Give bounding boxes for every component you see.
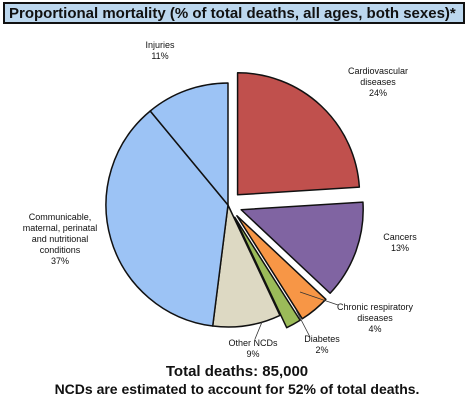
chart-title-bar: Proportional mortality (% of total death… [3,2,465,24]
slice-name-label: diseases [360,77,396,87]
slice-name-label: maternal, perinatal [23,223,98,233]
leader-line [295,309,311,338]
slice-name-label: Injuries [145,40,175,50]
slice-name-label: Other NCDs [228,338,278,348]
slice-name-label: Diabetes [304,334,340,344]
pie-slice-communicable-maternal-perinatal-and-nutritional-conditions [105,110,229,327]
pie-slice-cancers [240,201,364,295]
slice-name-label: Cardiovascular [348,66,408,76]
slice-name-label: Chronic respiratory [337,302,414,312]
slice-value-label: 13% [391,243,409,253]
slice-name-label: diseases [357,313,393,323]
pie-slice-diabetes [233,216,301,329]
slice-name-label: Cancers [383,232,417,242]
slice-value-label: 11% [151,51,168,61]
slice-value-label: 9% [246,349,259,359]
pie-slice-cardiovascular-diseases [236,72,361,196]
slice-value-label: 4% [368,324,381,334]
leader-line [254,321,263,340]
slice-name-label: conditions [40,245,81,255]
slice-value-label: 37% [51,256,69,266]
ncd-note-text: NCDs are estimated to account for 52% of… [54,381,420,397]
slice-value-label: 2% [315,345,328,355]
chart-title: Proportional mortality (% of total death… [9,5,456,22]
slice-value-label: 24% [369,88,387,98]
pie-slice-injuries [149,82,229,206]
leader-line [299,291,339,306]
slice-name-label: and nutritional [32,234,89,244]
slice-name-label: Communicable, [29,212,92,222]
total-deaths-text: Total deaths: 85,000 [165,363,309,380]
